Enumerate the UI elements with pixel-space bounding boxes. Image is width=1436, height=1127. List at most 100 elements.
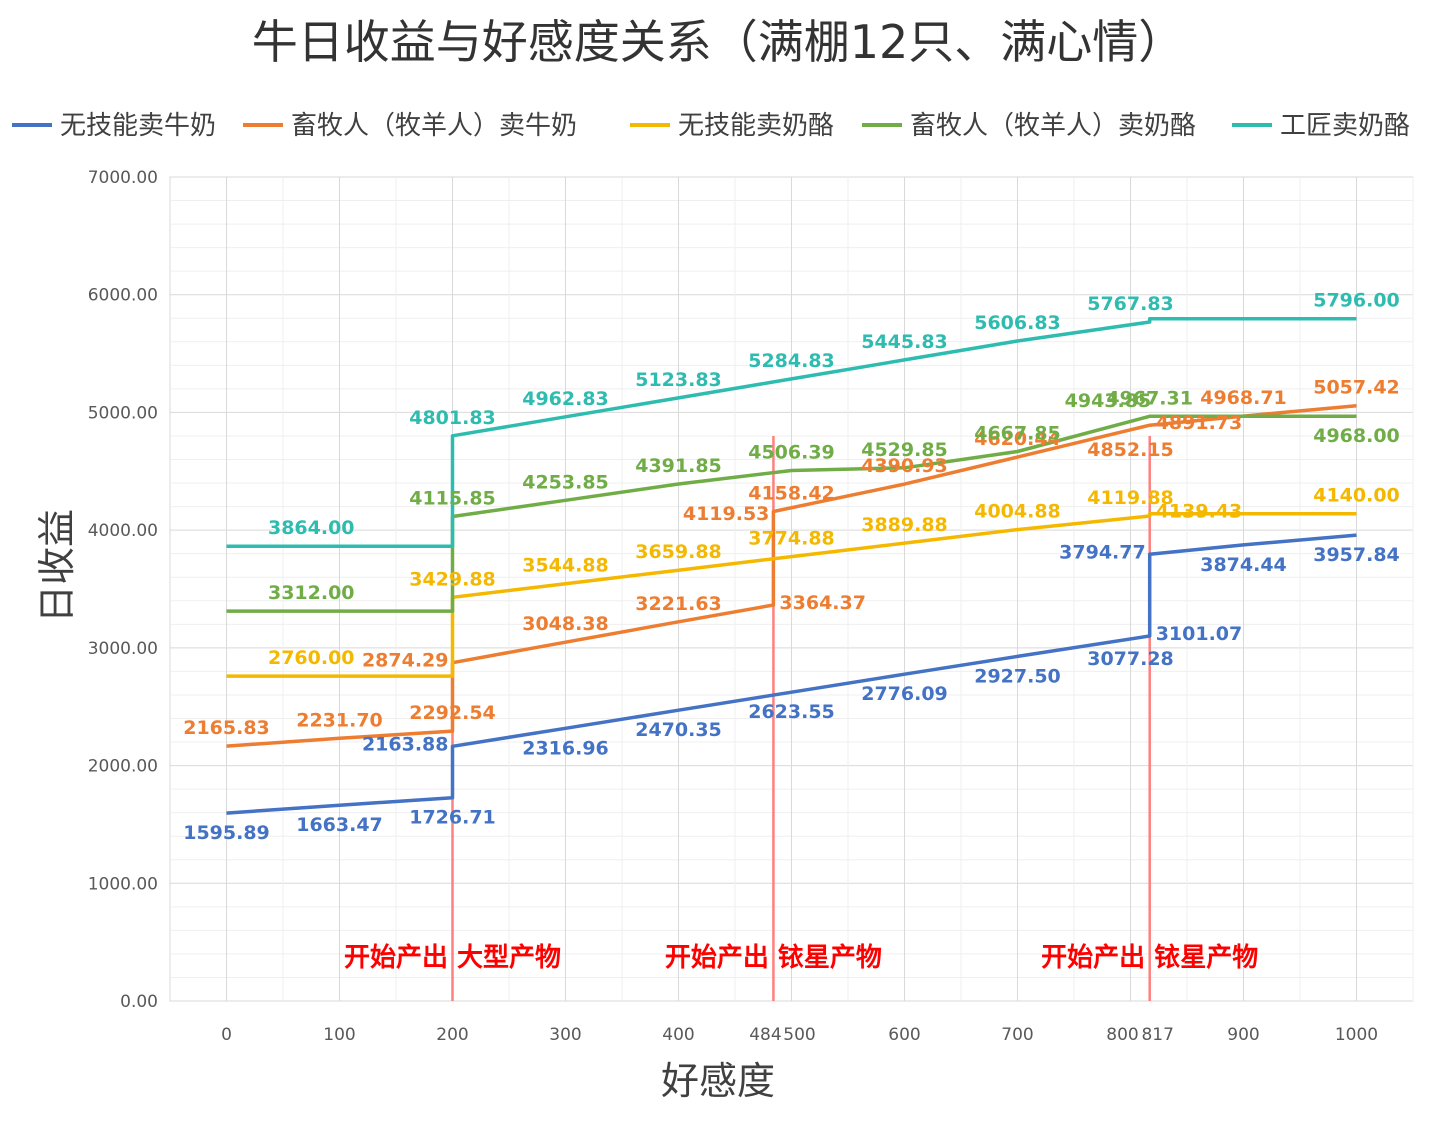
threshold-annotation: 开始产出 铱星产物 bbox=[665, 943, 882, 973]
data-label: 1595.89 bbox=[183, 822, 270, 844]
x-tick-label: 300 bbox=[549, 1025, 581, 1045]
data-label: 3864.00 bbox=[268, 517, 355, 539]
data-label: 5123.83 bbox=[635, 369, 722, 391]
x-tick-label: 0 bbox=[221, 1025, 232, 1045]
data-label: 3957.84 bbox=[1313, 544, 1400, 566]
x-axis-ticks: 0 100 200 300 400 484 500 600 700 800 817 900 1000 bbox=[221, 1025, 1378, 1045]
y-tick-label: 3000.00 bbox=[88, 639, 158, 659]
data-label: 4891.73 bbox=[1156, 412, 1243, 434]
x-axis-title: 好感度 bbox=[661, 1059, 775, 1103]
data-label: 3364.37 bbox=[779, 592, 866, 614]
data-label: 2316.96 bbox=[522, 737, 609, 759]
data-label: 3312.00 bbox=[268, 582, 355, 604]
data-label: 4119.53 bbox=[683, 503, 770, 525]
data-label: 4139.43 bbox=[1156, 501, 1243, 523]
data-label: 5057.42 bbox=[1313, 377, 1400, 399]
legend: 无技能卖牛奶 畜牧人（牧羊人）卖牛奶 无技能卖奶酪 畜牧人（牧羊人）卖奶酪 工匠卖奶酪 bbox=[12, 111, 1410, 141]
x-tick-label: 700 bbox=[1001, 1025, 1033, 1045]
data-label: 5284.83 bbox=[748, 350, 835, 372]
data-label: 2165.83 bbox=[183, 717, 270, 739]
data-label: 3659.88 bbox=[635, 541, 722, 563]
data-label: 4004.88 bbox=[974, 501, 1061, 523]
chart-title: 牛日收益与好感度关系（满棚12只、满心情） bbox=[252, 15, 1185, 69]
legend-label: 无技能卖奶酪 bbox=[678, 111, 834, 141]
data-label: 4115.85 bbox=[409, 488, 496, 510]
series-line bbox=[226, 414, 1357, 613]
data-label: 4968.71 bbox=[1200, 387, 1287, 409]
data-label: 4529.85 bbox=[861, 439, 948, 461]
threshold-annotation: 开始产出 铱星产物 bbox=[1041, 943, 1258, 973]
data-label: 4968.00 bbox=[1313, 425, 1400, 447]
legend-label: 无技能卖牛奶 bbox=[60, 111, 216, 141]
data-label: 4967.31 bbox=[1106, 387, 1193, 409]
data-label: 1726.71 bbox=[409, 807, 496, 829]
data-label: 4801.83 bbox=[409, 407, 496, 429]
data-label: 2231.70 bbox=[296, 709, 383, 731]
data-label: 2470.35 bbox=[635, 719, 722, 741]
data-label: 4506.39 bbox=[748, 442, 835, 464]
data-label: 2760.00 bbox=[268, 647, 355, 669]
x-tick-label: 500 bbox=[783, 1025, 815, 1045]
x-tick-label: 1000 bbox=[1335, 1025, 1378, 1045]
threshold-annotation: 开始产出 大型产物 bbox=[344, 943, 561, 973]
data-label: 3429.88 bbox=[409, 568, 496, 590]
x-tick-label: 800 bbox=[1106, 1025, 1138, 1045]
data-labels: 1595.89 1663.47 1726.71 2163.88 2316.96 2470.… bbox=[183, 290, 1400, 844]
x-tick-label: 817 bbox=[1141, 1025, 1173, 1045]
x-tick-label: 900 bbox=[1227, 1025, 1259, 1045]
data-label: 4158.42 bbox=[748, 482, 835, 504]
data-label: 1663.47 bbox=[296, 814, 383, 836]
x-tick-label: 400 bbox=[662, 1025, 694, 1045]
data-label: 3101.07 bbox=[1156, 623, 1243, 645]
series-line bbox=[226, 511, 1357, 678]
data-label: 4391.85 bbox=[635, 455, 722, 477]
y-tick-label: 6000.00 bbox=[88, 286, 158, 306]
series-line bbox=[226, 403, 1357, 748]
legend-label: 工匠卖奶酪 bbox=[1280, 111, 1410, 141]
data-label: 5796.00 bbox=[1313, 290, 1400, 312]
data-label: 5767.83 bbox=[1087, 293, 1174, 315]
data-label: 4253.85 bbox=[522, 471, 609, 493]
data-label: 2623.55 bbox=[748, 701, 835, 723]
data-label: 2292.54 bbox=[409, 702, 496, 724]
data-label: 3874.44 bbox=[1200, 554, 1287, 576]
data-label: 3544.88 bbox=[522, 555, 609, 577]
data-label: 4620.44 bbox=[974, 428, 1061, 450]
data-label: 3889.88 bbox=[861, 514, 948, 536]
data-label: 4962.83 bbox=[522, 388, 609, 410]
data-label: 2163.88 bbox=[362, 733, 449, 755]
data-label: 5445.83 bbox=[861, 331, 948, 353]
data-label: 2927.50 bbox=[974, 665, 1061, 687]
data-label: 2874.29 bbox=[362, 650, 449, 672]
x-tick-label: 484 bbox=[749, 1025, 781, 1045]
threshold-annotations: 开始产出 大型产物 开始产出 铱星产物 开始产出 铱星产物 bbox=[344, 943, 1258, 973]
data-label: 3774.88 bbox=[748, 528, 835, 550]
legend-label: 畜牧人（牧羊人）卖牛奶 bbox=[291, 111, 577, 141]
data-label: 4667.85 bbox=[974, 423, 1061, 445]
data-label: 3077.28 bbox=[1087, 648, 1174, 670]
y-tick-label: 7000.00 bbox=[88, 168, 158, 188]
data-label: 4390.93 bbox=[861, 455, 948, 477]
data-label: 4140.00 bbox=[1313, 485, 1400, 507]
legend-label: 畜牧人（牧羊人）卖奶酪 bbox=[910, 111, 1196, 141]
x-tick-label: 200 bbox=[436, 1025, 468, 1045]
data-label: 4852.15 bbox=[1087, 439, 1174, 461]
y-tick-label: 0.00 bbox=[120, 992, 158, 1012]
y-axis-title: 日收益 bbox=[35, 509, 79, 623]
x-tick-label: 100 bbox=[323, 1025, 355, 1045]
data-label: 3794.77 bbox=[1059, 541, 1146, 563]
data-label: 3221.63 bbox=[635, 593, 722, 615]
y-tick-label: 1000.00 bbox=[88, 874, 158, 894]
gridlines bbox=[170, 176, 1414, 1002]
data-label: 5606.83 bbox=[974, 312, 1061, 334]
y-tick-label: 5000.00 bbox=[88, 403, 158, 423]
series-lines bbox=[226, 316, 1357, 815]
data-label: 4119.88 bbox=[1087, 487, 1174, 509]
data-label: 4943.85 bbox=[1065, 390, 1152, 412]
data-label: 3048.38 bbox=[522, 613, 609, 635]
y-axis-ticks: 0.00 1000.00 2000.00 3000.00 4000.00 5000.00 6… bbox=[88, 168, 158, 1012]
series-line bbox=[226, 533, 1357, 815]
data-label: 2776.09 bbox=[861, 683, 948, 705]
